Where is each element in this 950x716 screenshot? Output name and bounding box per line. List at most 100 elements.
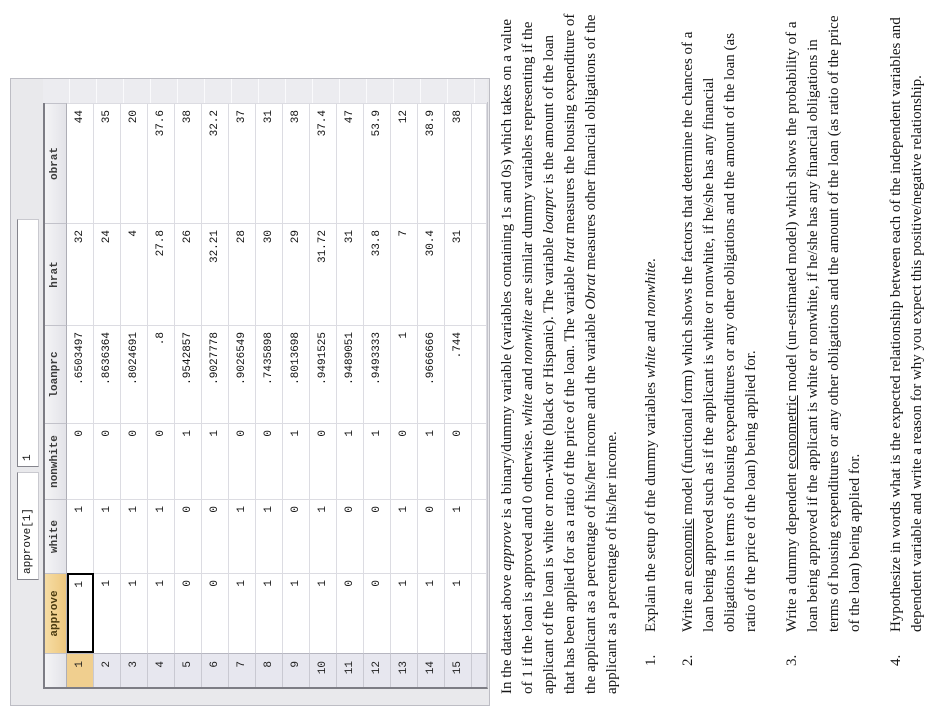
cell-approve[interactable]: 1 <box>67 573 94 653</box>
cell-nonwhite[interactable]: 0 <box>445 423 472 499</box>
cell-approve[interactable]: 0 <box>337 573 364 653</box>
cell-hrat[interactable]: 27.8 <box>148 223 175 325</box>
grid-corner-cell[interactable] <box>45 653 67 687</box>
cell-loanprc[interactable]: .8 <box>148 325 175 423</box>
row-number-empty[interactable] <box>472 653 487 687</box>
cell-obrat[interactable]: 47 <box>337 103 364 223</box>
cell-white[interactable]: 1 <box>94 499 121 573</box>
cell-white[interactable]: 1 <box>310 499 337 573</box>
cell-reference-box[interactable]: approve[1] <box>17 472 39 580</box>
cell-obrat[interactable]: 32.2 <box>202 103 229 223</box>
empty-cell[interactable] <box>472 325 487 423</box>
cell-nonwhite[interactable]: 0 <box>229 423 256 499</box>
row-number[interactable]: 8 <box>256 653 283 687</box>
row-number[interactable]: 7 <box>229 653 256 687</box>
cell-hrat[interactable]: 31 <box>445 223 472 325</box>
cell-obrat[interactable]: 38 <box>283 103 310 223</box>
row-number[interactable]: 3 <box>121 653 148 687</box>
cell-hrat[interactable]: 24 <box>94 223 121 325</box>
cell-obrat[interactable]: 44 <box>67 103 94 223</box>
row-number[interactable]: 5 <box>175 653 202 687</box>
cell-approve[interactable]: 1 <box>445 573 472 653</box>
cell-hrat[interactable]: 31.72 <box>310 223 337 325</box>
cell-loanprc[interactable]: 1 <box>391 325 418 423</box>
cell-obrat[interactable]: 12 <box>391 103 418 223</box>
cell-obrat[interactable]: 38.9 <box>418 103 445 223</box>
cell-loanprc[interactable]: .9489051 <box>337 325 364 423</box>
cell-approve[interactable]: 0 <box>364 573 391 653</box>
cell-loanprc[interactable]: .9542857 <box>175 325 202 423</box>
cell-white[interactable]: 0 <box>418 499 445 573</box>
cell-hrat[interactable]: 33.8 <box>364 223 391 325</box>
cell-approve[interactable]: 1 <box>229 573 256 653</box>
cell-loanprc[interactable]: .8024691 <box>121 325 148 423</box>
cell-hrat[interactable]: 32 <box>67 223 94 325</box>
row-number[interactable]: 9 <box>283 653 310 687</box>
cell-hrat[interactable]: 30 <box>256 223 283 325</box>
cell-loanprc[interactable]: .744 <box>445 325 472 423</box>
row-number[interactable]: 10 <box>310 653 337 687</box>
cell-loanprc[interactable]: .8636364 <box>94 325 121 423</box>
cell-nonwhite[interactable]: 1 <box>337 423 364 499</box>
cell-approve[interactable]: 1 <box>418 573 445 653</box>
cell-value-input[interactable]: 1 <box>17 219 39 467</box>
cell-approve[interactable]: 0 <box>202 573 229 653</box>
row-number[interactable]: 4 <box>148 653 175 687</box>
cell-approve[interactable]: 1 <box>148 573 175 653</box>
cell-white[interactable]: 0 <box>175 499 202 573</box>
cell-obrat[interactable]: 35 <box>94 103 121 223</box>
cell-white[interactable]: 1 <box>67 499 94 573</box>
column-header-white[interactable]: white <box>45 499 67 573</box>
cell-approve[interactable]: 0 <box>175 573 202 653</box>
cell-loanprc[interactable]: .9666666 <box>418 325 445 423</box>
cell-obrat[interactable]: 31 <box>256 103 283 223</box>
empty-cell[interactable] <box>472 223 487 325</box>
cell-approve[interactable]: 1 <box>94 573 121 653</box>
cell-obrat[interactable]: 37 <box>229 103 256 223</box>
cell-white[interactable]: 1 <box>391 499 418 573</box>
empty-cell[interactable] <box>472 423 487 499</box>
cell-hrat[interactable]: 7 <box>391 223 418 325</box>
cell-obrat[interactable]: 53.9 <box>364 103 391 223</box>
row-number[interactable]: 1 <box>67 653 94 687</box>
cell-loanprc[interactable]: .9491525 <box>310 325 337 423</box>
row-number[interactable]: 6 <box>202 653 229 687</box>
row-number[interactable]: 14 <box>418 653 445 687</box>
cell-loanprc[interactable]: .6503497 <box>67 325 94 423</box>
cell-hrat[interactable]: 30.4 <box>418 223 445 325</box>
cell-white[interactable]: 0 <box>283 499 310 573</box>
cell-white[interactable]: 0 <box>364 499 391 573</box>
cell-hrat[interactable]: 28 <box>229 223 256 325</box>
cell-nonwhite[interactable]: 1 <box>283 423 310 499</box>
empty-cell[interactable] <box>472 103 487 223</box>
cell-approve[interactable]: 1 <box>256 573 283 653</box>
cell-nonwhite[interactable]: 0 <box>310 423 337 499</box>
cell-approve[interactable]: 1 <box>391 573 418 653</box>
cell-nonwhite[interactable]: 0 <box>94 423 121 499</box>
cell-white[interactable]: 1 <box>445 499 472 573</box>
empty-cell[interactable] <box>472 573 487 653</box>
cell-white[interactable]: 1 <box>121 499 148 573</box>
cell-obrat[interactable]: 38 <box>445 103 472 223</box>
cell-obrat[interactable]: 38 <box>175 103 202 223</box>
cell-obrat[interactable]: 37.6 <box>148 103 175 223</box>
cell-nonwhite[interactable]: 1 <box>202 423 229 499</box>
cell-nonwhite[interactable]: 1 <box>418 423 445 499</box>
row-number[interactable]: 12 <box>364 653 391 687</box>
cell-nonwhite[interactable]: 0 <box>67 423 94 499</box>
cell-obrat[interactable]: 20 <box>121 103 148 223</box>
row-number[interactable]: 11 <box>337 653 364 687</box>
cell-loanprc[interactable]: .8013698 <box>283 325 310 423</box>
cell-loanprc[interactable]: .9493333 <box>364 325 391 423</box>
row-number[interactable]: 2 <box>94 653 121 687</box>
cell-hrat[interactable]: 31 <box>337 223 364 325</box>
column-header-obrat[interactable]: obrat <box>45 103 67 223</box>
empty-cell[interactable] <box>472 499 487 573</box>
cell-nonwhite[interactable]: 0 <box>256 423 283 499</box>
cell-white[interactable]: 0 <box>202 499 229 573</box>
column-header-hrat[interactable]: hrat <box>45 223 67 325</box>
row-number[interactable]: 13 <box>391 653 418 687</box>
cell-hrat[interactable]: 4 <box>121 223 148 325</box>
cell-nonwhite[interactable]: 1 <box>364 423 391 499</box>
cell-approve[interactable]: 1 <box>121 573 148 653</box>
